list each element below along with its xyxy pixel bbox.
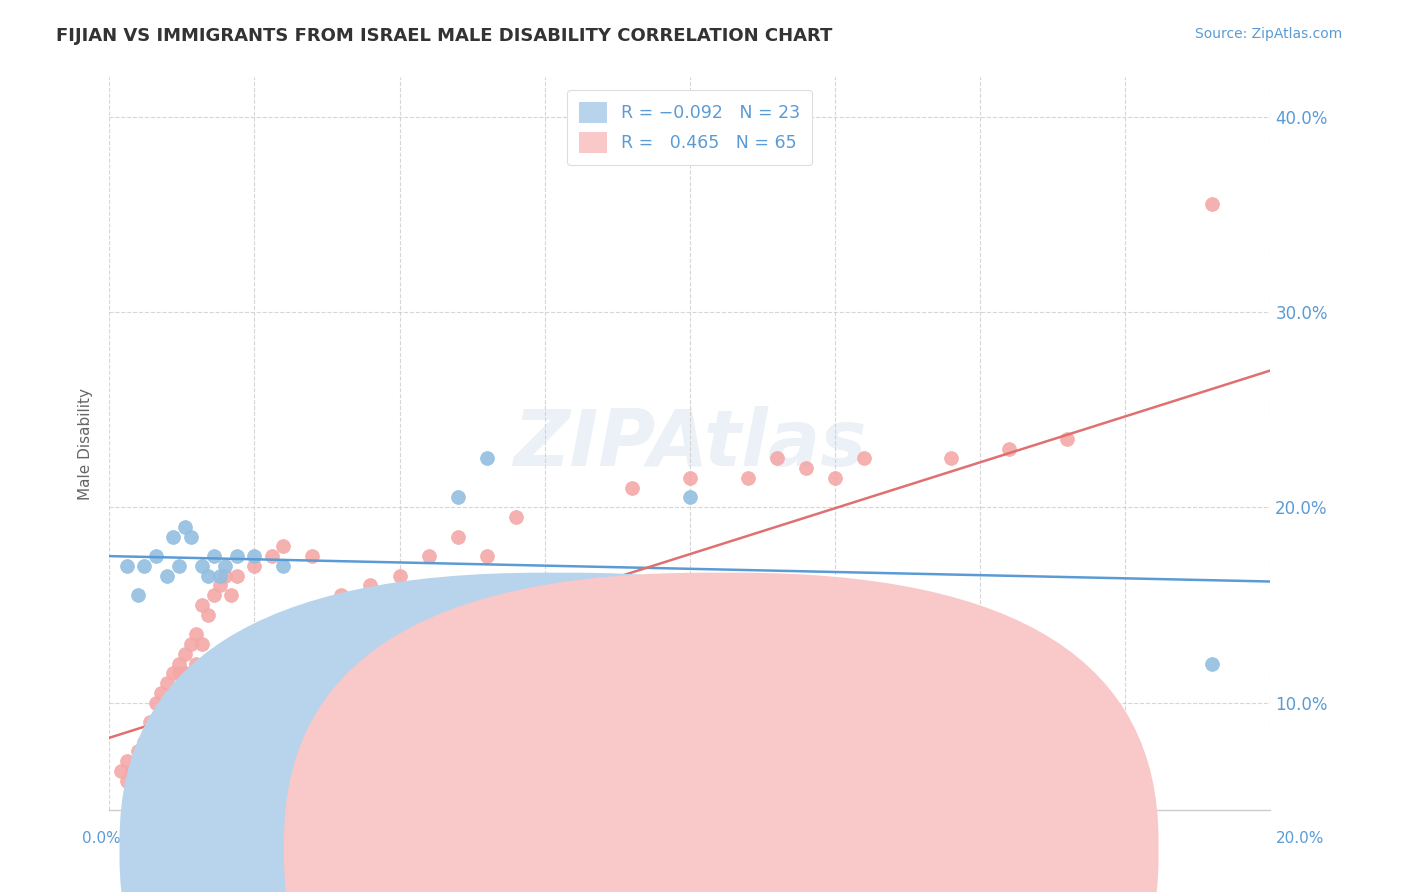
Point [360, 578, 382, 592]
Point [156, 706, 179, 720]
Point [145, 725, 167, 739]
Text: FIJIAN VS IMMIGRANTS FROM ISRAEL MALE DISABILITY CORRELATION CHART: FIJIAN VS IMMIGRANTS FROM ISRAEL MALE DI… [56, 27, 832, 45]
Point [127, 744, 149, 758]
Point [737, 471, 759, 485]
Point [180, 530, 202, 544]
Point [388, 568, 411, 582]
Point [766, 451, 789, 466]
Point [446, 491, 468, 505]
Point [115, 773, 138, 788]
Point [139, 715, 162, 730]
Point [180, 666, 202, 681]
Point [167, 666, 190, 681]
Point [475, 549, 498, 563]
Point [132, 754, 155, 768]
Point [226, 549, 249, 563]
Point [824, 471, 846, 485]
Point [273, 539, 295, 553]
Point [475, 451, 498, 466]
Point [162, 666, 184, 681]
Point [197, 607, 219, 622]
Point [301, 549, 323, 563]
Point [180, 637, 202, 651]
Point [214, 568, 236, 582]
Point [191, 637, 214, 651]
Point [388, 607, 411, 622]
Point [208, 568, 231, 582]
Point [191, 558, 214, 573]
Point [145, 744, 167, 758]
Point [1056, 432, 1078, 446]
Point [208, 578, 231, 592]
Point [273, 558, 295, 573]
Point [150, 715, 173, 730]
Point [852, 451, 875, 466]
Point [150, 725, 173, 739]
Point [939, 451, 962, 466]
Point [127, 588, 149, 602]
Text: ZIPAtlas: ZIPAtlas [513, 406, 866, 482]
Point [505, 510, 527, 524]
Point [197, 568, 219, 582]
Text: 20.0%: 20.0% [1277, 831, 1324, 846]
Point [679, 471, 702, 485]
Point [202, 588, 225, 602]
Point [127, 773, 149, 788]
Point [330, 588, 353, 602]
Point [186, 657, 208, 671]
Point [121, 764, 143, 778]
Point [191, 598, 214, 612]
Point [173, 520, 195, 534]
Point [1201, 657, 1223, 671]
Point [243, 558, 266, 573]
Point [156, 568, 179, 582]
Point [260, 549, 283, 563]
Point [132, 558, 155, 573]
Point [156, 676, 179, 690]
Point [418, 549, 440, 563]
Text: 0.0%: 0.0% [82, 831, 121, 846]
Point [1201, 197, 1223, 211]
Point [156, 696, 179, 710]
Point [145, 696, 167, 710]
Text: Fijians: Fijians [579, 842, 627, 856]
Text: Source: ZipAtlas.com: Source: ZipAtlas.com [1195, 27, 1343, 41]
Point [186, 627, 208, 641]
Point [167, 558, 190, 573]
Point [132, 735, 155, 749]
Point [226, 568, 249, 582]
Point [150, 686, 173, 700]
Point [202, 549, 225, 563]
Point [243, 549, 266, 563]
Point [110, 764, 132, 778]
Point [145, 549, 167, 563]
Point [145, 735, 167, 749]
Point [127, 754, 149, 768]
Point [173, 647, 195, 661]
Legend: R = −0.092   N = 23, R =   0.465   N = 65: R = −0.092 N = 23, R = 0.465 N = 65 [567, 90, 813, 165]
Point [162, 530, 184, 544]
Y-axis label: Male Disability: Male Disability [79, 388, 93, 500]
Point [319, 598, 342, 612]
Point [214, 558, 236, 573]
Point [162, 686, 184, 700]
Point [998, 442, 1021, 456]
Point [620, 481, 643, 495]
Text: Immigrants from Israel: Immigrants from Israel [742, 842, 917, 856]
Point [145, 715, 167, 730]
Point [794, 461, 817, 475]
Point [139, 754, 162, 768]
Point [132, 764, 155, 778]
Point [679, 491, 702, 505]
Point [162, 696, 184, 710]
Point [446, 530, 468, 544]
Point [167, 657, 190, 671]
Point [139, 744, 162, 758]
Point [173, 666, 195, 681]
Point [219, 588, 242, 602]
Point [115, 754, 138, 768]
Point [115, 558, 138, 573]
